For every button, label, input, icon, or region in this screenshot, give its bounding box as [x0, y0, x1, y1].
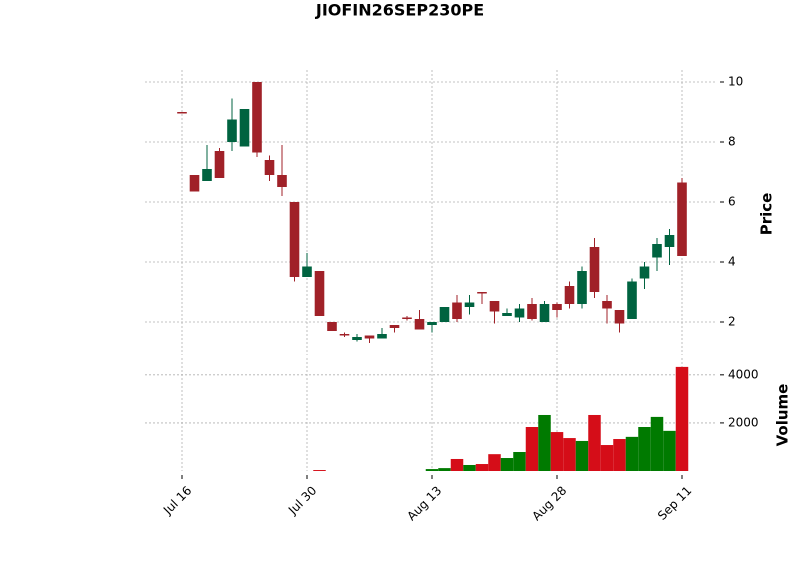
y-tick-label: 10 [728, 75, 743, 89]
volume-axis-label: Volume [774, 384, 792, 447]
candle-body [602, 301, 612, 309]
candle-body [577, 271, 587, 304]
volume-bar [500, 458, 514, 471]
candle-body [652, 244, 662, 258]
candle-body [514, 308, 525, 318]
candle-body [302, 266, 312, 277]
candle-body [627, 281, 637, 319]
volume-bar [513, 452, 526, 471]
candle-body [427, 322, 437, 325]
candle-body [277, 175, 287, 187]
candle-body [364, 335, 375, 339]
candle-body [339, 334, 350, 336]
x-tick-label: Aug 28 [529, 483, 569, 523]
volume-bar [438, 468, 451, 471]
candle-body [227, 119, 237, 142]
candle-body [402, 317, 412, 319]
candle-body [564, 286, 575, 304]
candle-body [539, 304, 550, 322]
candle-body [252, 82, 262, 153]
candle-body [677, 182, 687, 256]
x-tick-label: Jul 16 [160, 483, 194, 517]
volume-bar [600, 445, 614, 471]
candle-body [414, 319, 425, 330]
volume-bar [613, 439, 626, 471]
candle-body [589, 247, 600, 292]
volume-bar [575, 440, 589, 471]
volume-bar [425, 469, 439, 471]
volume-bar [313, 470, 326, 471]
candle-body [289, 202, 300, 277]
candle-body [664, 235, 675, 247]
candle-body [264, 160, 275, 175]
candle-body [489, 301, 500, 312]
volume-bar [625, 436, 639, 471]
candle-body [202, 169, 212, 181]
volume-bar [550, 432, 564, 471]
candle-body [352, 337, 362, 340]
volume-bar [463, 464, 476, 471]
volume-tick-label: 4000 [728, 367, 759, 381]
volume-bar [675, 366, 689, 471]
candle-body [239, 109, 250, 147]
volume-bar [588, 414, 601, 471]
x-tick-label: Sep 11 [655, 483, 694, 522]
candle-body [214, 151, 225, 178]
volume-bar [475, 464, 489, 471]
volume-bar [563, 438, 576, 471]
y-tick-label: 6 [728, 195, 736, 209]
volume-bar [488, 454, 501, 471]
volume-tick-label: 2000 [728, 415, 759, 429]
x-tick-label: Jul 30 [285, 483, 319, 517]
candle-body [502, 313, 512, 316]
volume-bar [525, 427, 539, 471]
candle-body [189, 175, 200, 192]
volume-bar [663, 430, 676, 471]
candle-body [464, 302, 475, 307]
volume-bar [450, 458, 464, 471]
volume-bar [538, 414, 551, 471]
candle-body [314, 271, 325, 316]
candle-body [377, 334, 387, 339]
x-tick-label: Aug 13 [404, 483, 444, 523]
candle-body [177, 112, 187, 114]
y-axis-label: Price [758, 193, 776, 236]
candle-body [327, 322, 337, 331]
candle-body [452, 302, 462, 319]
volume-bar [638, 427, 651, 471]
chart-title: JIOFIN26SEP230PE [315, 1, 484, 20]
candle-body [639, 266, 650, 279]
candle-body [614, 310, 625, 324]
candle-body [439, 307, 450, 322]
candle-body [477, 292, 487, 294]
candle-body [389, 325, 400, 328]
y-tick-label: 2 [728, 315, 736, 329]
volume-bar [650, 416, 664, 471]
y-tick-label: 4 [728, 255, 736, 269]
candle-body [552, 304, 562, 310]
y-tick-label: 8 [728, 135, 736, 149]
candle-body [527, 304, 537, 319]
